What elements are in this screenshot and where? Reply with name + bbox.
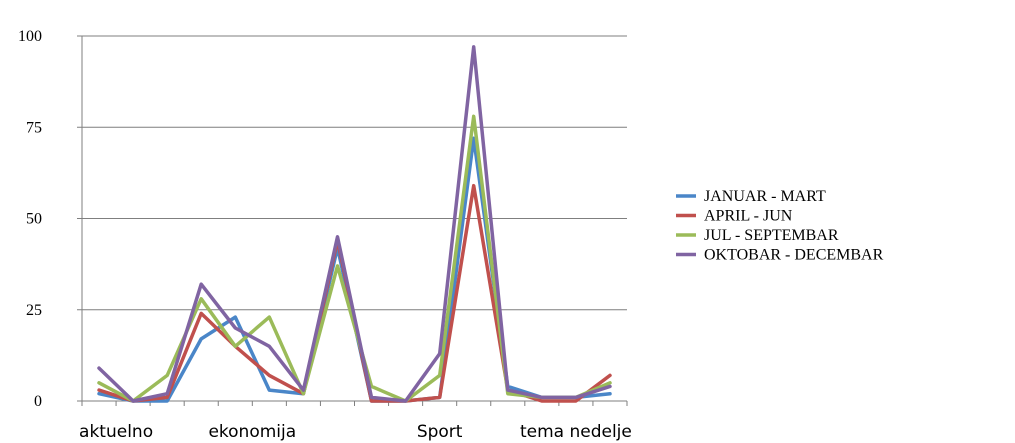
- y-tick-label: 100: [18, 28, 42, 45]
- x-tick-label: aktuelno: [79, 422, 153, 442]
- legend-label: JUL - SEPTEMBAR: [704, 227, 839, 244]
- legend-label: OKTOBAR - DECEMBAR: [704, 247, 884, 264]
- x-tick-labels: aktuelno ekonomija Sport tema nedelje: [79, 422, 632, 442]
- x-tick-label: ekonomija: [208, 422, 296, 442]
- series-line: [97, 45, 612, 403]
- y-tick-label: 50: [26, 211, 42, 228]
- series-line: [97, 114, 612, 403]
- legend-label: APRIL - JUN: [704, 208, 793, 225]
- y-tick-label: 25: [26, 302, 42, 319]
- x-tick-label: tema nedelje: [520, 422, 632, 442]
- series-lines: [97, 45, 612, 403]
- y-tick-label: 0: [34, 393, 42, 410]
- legend-label: JANUAR - MART: [704, 188, 826, 205]
- y-tick-labels: 0 25 50 75 100: [18, 28, 42, 410]
- legend: JANUAR - MART APRIL - JUN JUL - SEPTEMBAR O…: [676, 188, 884, 264]
- gridlines: [82, 35, 627, 311]
- axes: [77, 35, 628, 406]
- x-tick-label: Sport: [417, 422, 463, 442]
- y-tick-label: 75: [26, 119, 42, 136]
